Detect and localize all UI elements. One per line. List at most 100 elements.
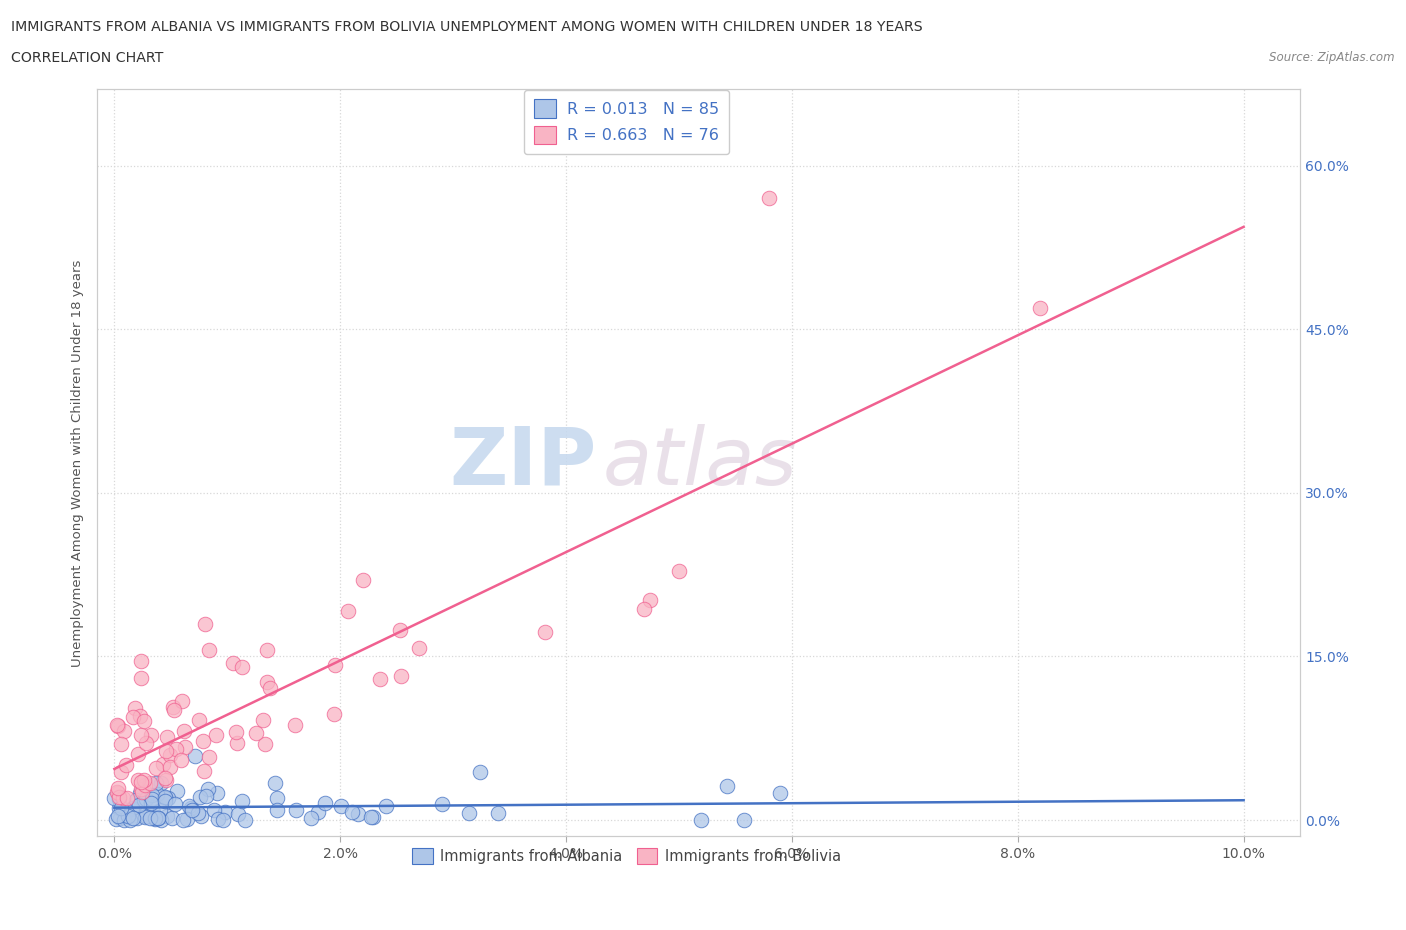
Point	[170, 752, 193, 767]
Point	[160, 810, 183, 825]
Point	[124, 807, 146, 822]
Point	[159, 759, 181, 774]
Point	[733, 812, 755, 827]
Point	[145, 761, 167, 776]
Point	[486, 805, 509, 820]
Point	[129, 786, 152, 801]
Point	[135, 736, 157, 751]
Point	[256, 643, 278, 658]
Point	[108, 791, 131, 806]
Point	[299, 810, 322, 825]
Point	[155, 743, 177, 758]
Point	[107, 790, 129, 804]
Legend: Immigrants from Albania, Immigrants from Bolivia: Immigrants from Albania, Immigrants from…	[406, 842, 846, 870]
Point	[231, 660, 253, 675]
Point	[330, 798, 353, 813]
Point	[432, 797, 454, 812]
Point	[134, 713, 156, 728]
Point	[226, 806, 249, 821]
Point	[337, 604, 360, 618]
Point	[156, 729, 179, 744]
Point	[165, 741, 187, 756]
Point	[198, 750, 221, 764]
Point	[179, 799, 201, 814]
Point	[132, 792, 155, 807]
Point	[127, 773, 149, 788]
Point	[361, 809, 384, 824]
Point	[150, 812, 173, 827]
Point	[107, 785, 129, 800]
Point	[141, 791, 163, 806]
Point	[129, 775, 152, 790]
Point	[122, 710, 145, 724]
Point	[165, 796, 187, 811]
Point	[135, 791, 157, 806]
Point	[193, 734, 215, 749]
Point	[121, 811, 143, 826]
Point	[134, 810, 156, 825]
Point	[105, 785, 128, 800]
Point	[153, 790, 176, 804]
Point	[307, 804, 329, 819]
Point	[170, 693, 193, 708]
Point	[143, 811, 166, 826]
Point	[143, 812, 166, 827]
Point	[105, 812, 128, 827]
Point	[127, 811, 149, 826]
Point	[638, 592, 661, 607]
Point	[264, 776, 287, 790]
Point	[159, 748, 181, 763]
Point	[352, 573, 374, 588]
Point	[266, 791, 288, 806]
Point	[152, 756, 174, 771]
Point	[118, 813, 141, 828]
Point	[457, 805, 479, 820]
Point	[374, 799, 396, 814]
Point	[145, 776, 167, 790]
Point	[129, 653, 152, 668]
Point	[125, 793, 148, 808]
Point	[107, 718, 129, 733]
Point	[259, 680, 281, 695]
Point	[254, 737, 277, 751]
Point	[633, 602, 655, 617]
Point	[148, 810, 170, 825]
Point	[408, 640, 430, 655]
Point	[1029, 300, 1052, 315]
Point	[105, 717, 128, 732]
Point	[284, 718, 307, 733]
Point	[112, 812, 135, 827]
Point	[134, 773, 156, 788]
Point	[211, 813, 233, 828]
Point	[181, 803, 204, 817]
Point	[108, 801, 131, 816]
Point	[115, 757, 138, 772]
Point	[716, 778, 738, 793]
Point	[128, 709, 150, 724]
Text: IMMIGRANTS FROM ALBANIA VS IMMIGRANTS FROM BOLIVIA UNEMPLOYMENT AMONG WOMEN WITH: IMMIGRANTS FROM ALBANIA VS IMMIGRANTS FR…	[11, 20, 922, 34]
Point	[121, 801, 143, 816]
Point	[134, 777, 156, 792]
Text: Source: ZipAtlas.com: Source: ZipAtlas.com	[1270, 51, 1395, 64]
Point	[231, 794, 253, 809]
Point	[323, 658, 346, 672]
Point	[139, 811, 162, 826]
Point	[768, 785, 790, 800]
Point	[194, 789, 217, 804]
Point	[135, 804, 157, 819]
Point	[368, 671, 391, 686]
Point	[110, 764, 132, 779]
Point	[141, 727, 163, 742]
Point	[187, 805, 209, 820]
Text: CORRELATION CHART: CORRELATION CHART	[11, 51, 163, 65]
Y-axis label: Unemployment Among Women with Children Under 18 years: Unemployment Among Women with Children U…	[72, 259, 84, 667]
Point	[127, 747, 149, 762]
Point	[689, 813, 711, 828]
Point	[131, 671, 153, 686]
Point	[107, 781, 129, 796]
Point	[128, 798, 150, 813]
Point	[205, 727, 228, 742]
Point	[155, 773, 177, 788]
Point	[360, 809, 382, 824]
Point	[139, 796, 162, 811]
